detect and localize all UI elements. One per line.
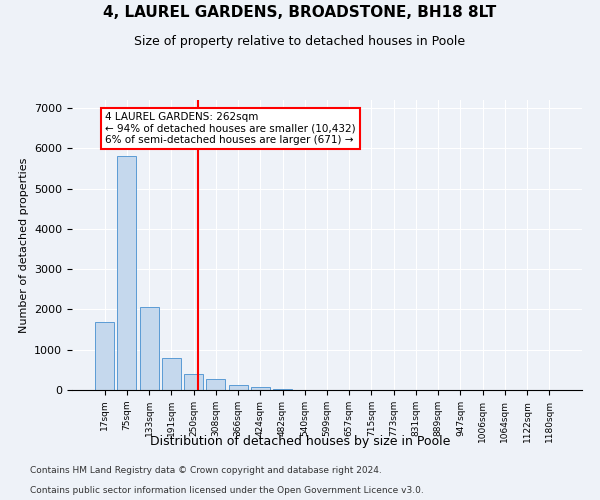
Bar (251, 387, 270, 390)
Bar (95, 322, 114, 390)
Bar (206, 378, 225, 390)
Bar (140, 308, 158, 390)
Text: Distribution of detached houses by size in Poole: Distribution of detached houses by size … (150, 435, 450, 448)
Text: Contains HM Land Registry data © Crown copyright and database right 2024.: Contains HM Land Registry data © Crown c… (30, 466, 382, 475)
Bar (162, 358, 181, 390)
Bar (184, 374, 203, 390)
Text: Size of property relative to detached houses in Poole: Size of property relative to detached ho… (134, 35, 466, 48)
Bar (118, 156, 136, 390)
Y-axis label: Number of detached properties: Number of detached properties (19, 158, 29, 332)
Bar (229, 385, 248, 390)
Text: Contains public sector information licensed under the Open Government Licence v3: Contains public sector information licen… (30, 486, 424, 495)
Text: 4, LAUREL GARDENS, BROADSTONE, BH18 8LT: 4, LAUREL GARDENS, BROADSTONE, BH18 8LT (103, 5, 497, 20)
Text: 4 LAUREL GARDENS: 262sqm
← 94% of detached houses are smaller (10,432)
6% of sem: 4 LAUREL GARDENS: 262sqm ← 94% of detach… (105, 112, 356, 146)
